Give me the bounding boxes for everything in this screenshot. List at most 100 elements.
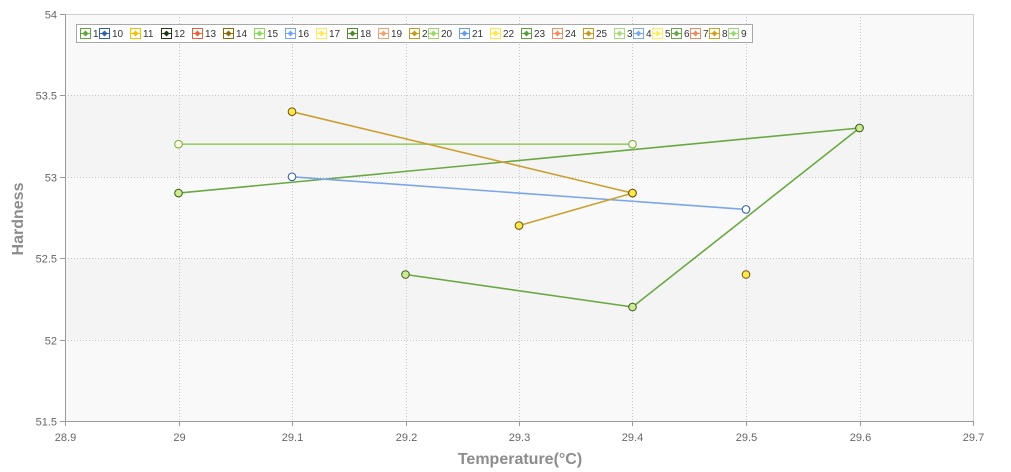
legend-label: 5 [665, 29, 671, 40]
legend-marker-icon [349, 30, 356, 37]
legend-label: 13 [205, 29, 217, 40]
legend-label: 20 [441, 29, 453, 40]
data-point [741, 270, 751, 279]
legend-marker-icon [554, 30, 561, 37]
legend-item[interactable]: 7 [690, 28, 710, 41]
x-tick-label: 29.5 [736, 432, 757, 444]
legend-item[interactable]: 20 [428, 28, 453, 41]
legend-label: 11 [143, 29, 154, 40]
data-point [855, 123, 864, 133]
x-tick-label: 29.6 [850, 432, 871, 444]
data-point [741, 205, 751, 214]
legend-marker-icon [430, 30, 437, 37]
legend-label: 21 [472, 29, 484, 40]
y-tick-label: 54 [45, 10, 57, 22]
legend-label: 24 [565, 29, 577, 40]
legend-marker-icon [225, 30, 232, 37]
legend-item[interactable]: 16 [285, 28, 310, 41]
legend-marker-icon [318, 30, 325, 37]
legend-label: 15 [267, 29, 279, 40]
series-line [518, 192, 634, 227]
legend-item[interactable]: 18 [347, 28, 372, 41]
legend-label: 8 [722, 29, 728, 40]
x-tick-label: 29.3 [509, 432, 530, 444]
legend-label: 22 [503, 29, 515, 40]
legend-label: 16 [298, 29, 310, 40]
legend-label: 14 [236, 29, 248, 40]
series-line [291, 176, 747, 211]
legend-item[interactable]: 14 [223, 28, 248, 41]
x-axis-title: Temperature(°C) [458, 451, 582, 468]
plot-band [65, 258, 973, 340]
data-point [401, 270, 410, 279]
x-tick-label: 29.2 [396, 432, 417, 444]
legend-item[interactable]: 9 [728, 28, 748, 41]
legend-marker-icon [730, 30, 737, 37]
legend-item[interactable]: 21 [459, 28, 484, 41]
series-line [177, 127, 861, 194]
legend-marker-icon [287, 30, 294, 37]
legend-item[interactable]: 12 [161, 28, 186, 41]
legend-item[interactable]: 22 [490, 28, 515, 41]
legend-item[interactable]: 25 [583, 28, 608, 41]
legend-item[interactable]: 24 [552, 28, 577, 41]
legend-marker-icon [163, 30, 170, 37]
legend: 1 10 11 12 13 14 15 16 17 18 19 2 20 21 22 23 24 25 3 4 5 6 7 8… [76, 24, 753, 43]
legend-label: 18 [360, 29, 372, 40]
y-axis-ticks: 51.5 52 52.5 53 53.5 54 [36, 10, 65, 429]
legend-label: 12 [174, 29, 186, 40]
legend-label: 3 [627, 29, 633, 40]
legend-item[interactable]: 23 [521, 28, 546, 41]
legend-label: 19 [391, 29, 403, 40]
data-point [514, 221, 524, 230]
x-tick-label: 29.4 [622, 432, 643, 444]
legend-marker-icon [654, 30, 661, 37]
legend-marker-icon [585, 30, 592, 37]
legend-marker-icon [194, 30, 201, 37]
legend-label: 2 [422, 29, 428, 40]
legend-item[interactable]: 10 [99, 28, 124, 41]
legend-item[interactable]: 6 [671, 28, 691, 41]
series-markers [174, 107, 864, 312]
x-tick-label: 28.9 [55, 432, 76, 444]
legend-item[interactable]: 5 [652, 28, 672, 41]
legend-marker-icon [711, 30, 718, 37]
legend-item[interactable]: 11 [130, 28, 154, 41]
legend-label: 17 [329, 29, 341, 40]
data-point [628, 139, 637, 149]
legend-item[interactable]: 3 [614, 28, 634, 41]
legend-item[interactable]: 2 [409, 28, 429, 41]
y-tick-label: 51.5 [36, 417, 57, 429]
legend-marker-icon [380, 30, 387, 37]
x-axis-ticks: 28.9 29 29.1 29.2 29.3 29.4 29.5 29.6 29.7 [55, 421, 984, 444]
legend-item[interactable]: 17 [316, 28, 341, 41]
legend-label: 7 [703, 29, 709, 40]
legend-label: 1 [93, 29, 99, 40]
legend-marker-icon [635, 30, 642, 37]
legend-marker-icon [673, 30, 680, 37]
series-line [291, 110, 634, 194]
x-tick-label: 29.1 [282, 432, 303, 444]
plot-area [65, 14, 973, 421]
legend-item[interactable]: 1 [80, 28, 100, 41]
legend-marker-icon [492, 30, 499, 37]
data-point [174, 139, 183, 149]
legend-label: 4 [646, 29, 652, 40]
grid-lines [65, 14, 973, 421]
legend-marker-icon [461, 30, 468, 37]
data-point [287, 107, 297, 116]
legend-item[interactable]: 4 [633, 28, 653, 41]
legend-item[interactable]: 15 [254, 28, 279, 41]
legend-item[interactable]: 8 [709, 28, 729, 41]
legend-item[interactable]: 19 [378, 28, 403, 41]
legend-marker-icon [523, 30, 530, 37]
y-tick-label: 52.5 [36, 254, 57, 266]
y-axis-title: Hardness [10, 182, 27, 255]
legend-item[interactable]: 13 [192, 28, 217, 41]
legend-label: 9 [741, 29, 747, 40]
legend-marker-icon [82, 30, 89, 37]
legend-label: 25 [596, 29, 608, 40]
plot-band [65, 95, 973, 177]
legend-marker-icon [256, 30, 263, 37]
